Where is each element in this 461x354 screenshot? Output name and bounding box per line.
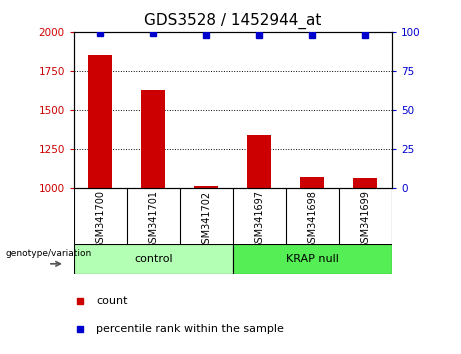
Bar (195, 186, 218, 188)
Text: GSM341700: GSM341700 (95, 190, 105, 250)
Text: genotype/variation: genotype/variation (6, 249, 92, 258)
Text: GSM341699: GSM341699 (361, 190, 370, 249)
Text: GSM341698: GSM341698 (307, 190, 317, 249)
Title: GDS3528 / 1452944_at: GDS3528 / 1452944_at (144, 13, 321, 29)
Bar (74, 244, 233, 274)
Text: GSM341697: GSM341697 (254, 190, 264, 250)
Text: count: count (96, 296, 128, 306)
Text: percentile rank within the sample: percentile rank within the sample (96, 324, 284, 334)
Bar (142, 90, 165, 188)
Text: GSM341702: GSM341702 (201, 190, 211, 250)
Text: GSM341701: GSM341701 (148, 190, 158, 250)
Text: KRAP null: KRAP null (286, 254, 339, 264)
Bar (301, 177, 324, 188)
Text: control: control (134, 254, 172, 264)
Bar (233, 244, 392, 274)
Bar (89, 55, 112, 188)
Bar (248, 135, 271, 188)
Bar (354, 178, 377, 188)
